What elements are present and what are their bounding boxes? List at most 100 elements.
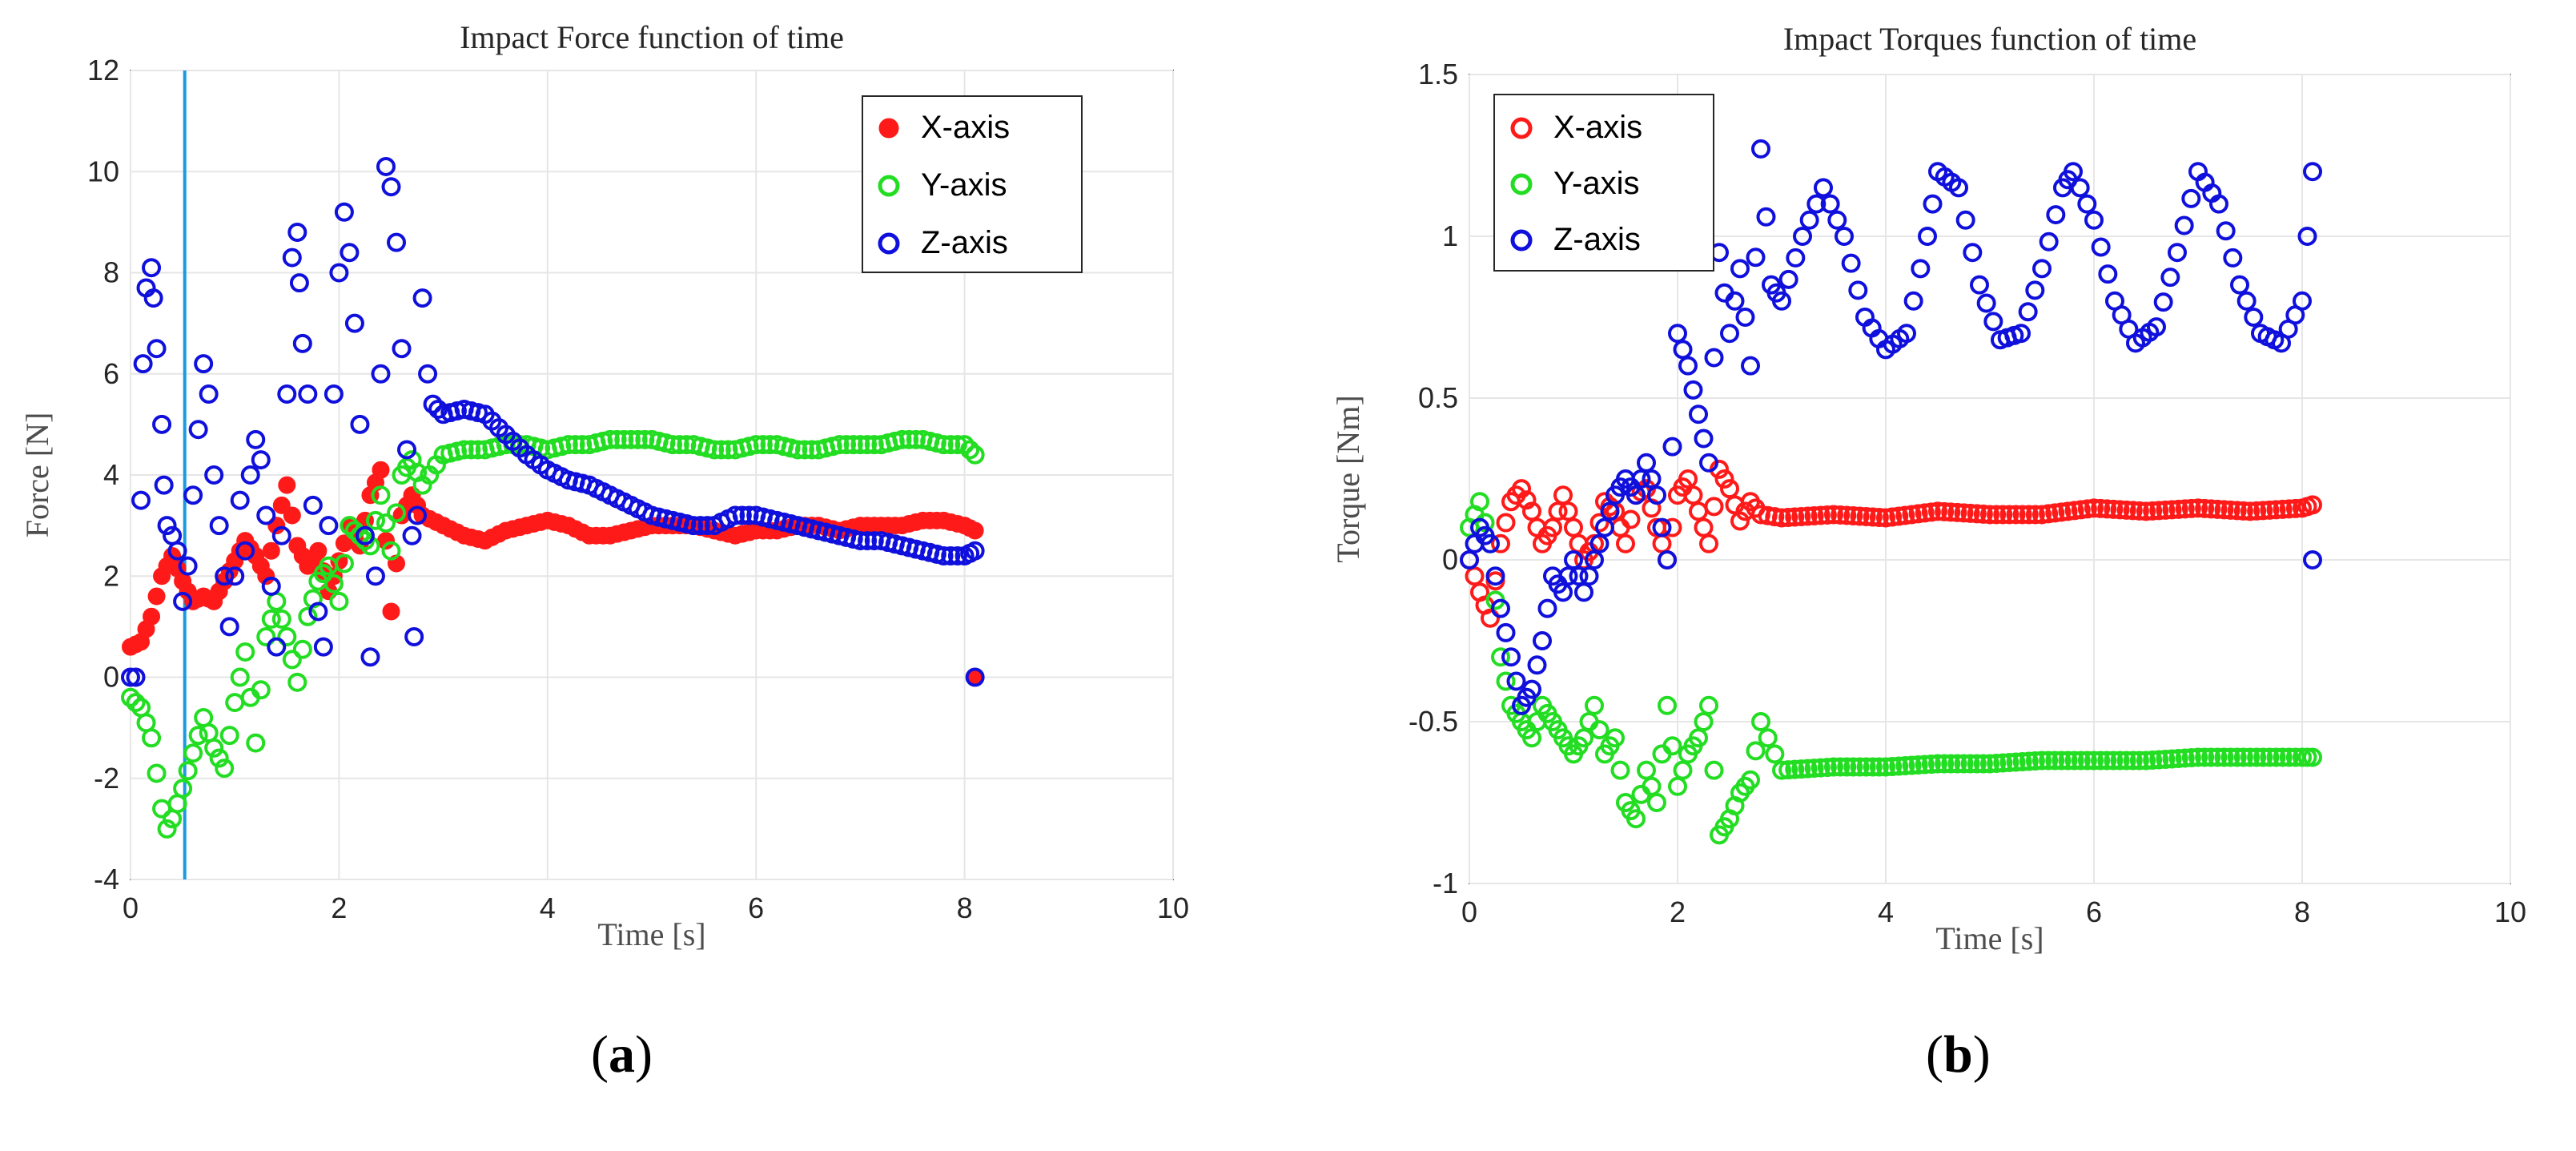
torque-point-z-axis — [2297, 227, 2317, 246]
force-x-axis-label: Time [s] — [597, 916, 705, 952]
torque-point-y-axis — [1496, 671, 1516, 691]
force-point-z-axis — [319, 516, 339, 536]
force-point-z-axis — [230, 490, 250, 510]
torque-point-z-axis — [1585, 550, 1604, 569]
force-y-tick-label: 4 — [103, 458, 119, 491]
torque-point-x-axis — [1548, 501, 1568, 521]
torque-y-tick-label: 0 — [1442, 543, 1458, 576]
force-point-y-axis — [558, 435, 578, 455]
torque-point-x-axis — [1791, 506, 1811, 526]
torque-point-z-axis — [1683, 380, 1703, 400]
torque-point-z-axis — [1569, 566, 1589, 586]
force-y-tick-label: 12 — [87, 54, 119, 87]
force-point-z-axis — [215, 566, 235, 586]
force-point-y-axis — [454, 440, 474, 460]
torque-point-x-axis — [2097, 499, 2117, 519]
torque-point-x-axis — [1954, 503, 1974, 523]
torque-point-y-axis — [1869, 757, 1889, 777]
force-point-z-axis — [739, 505, 759, 525]
force-point-z-axis — [152, 414, 172, 434]
torque-point-x-axis — [1785, 507, 1805, 527]
torque-point-y-axis — [1824, 757, 1843, 777]
force-point-z-axis — [387, 232, 407, 252]
torque-point-x-axis — [1850, 506, 1870, 526]
force-legend-x-label: X-axis — [921, 110, 1010, 145]
torque-point-x-axis — [2253, 501, 2273, 521]
force-point-y-axis — [360, 536, 380, 556]
force-x-tick-label: 8 — [957, 891, 973, 924]
force-point-y-axis — [142, 728, 162, 748]
torque-point-x-axis — [1662, 517, 1682, 537]
torque-point-z-axis — [1481, 533, 1500, 553]
torque-point-x-axis — [1856, 506, 1876, 526]
torque-point-y-axis — [1817, 758, 1837, 778]
torque-point-z-axis — [1668, 324, 1687, 344]
torque-point-x-axis — [1481, 608, 1500, 628]
torque-point-z-axis — [1678, 356, 1698, 376]
force-point-y-axis — [246, 733, 266, 753]
torque-point-x-axis — [1831, 505, 1851, 525]
force-point-y-axis — [635, 429, 655, 449]
torque-point-y-axis — [1850, 757, 1870, 777]
torque-point-z-axis — [1522, 679, 1541, 699]
torque-point-x-axis — [2025, 505, 2045, 525]
force-point-z-axis — [947, 546, 967, 565]
force-point-z-axis — [381, 177, 401, 197]
torque-point-x-axis — [2058, 501, 2078, 521]
force-point-y-axis — [126, 693, 146, 713]
force-y-tick-label: -4 — [94, 863, 119, 895]
force-point-z-axis — [965, 541, 985, 561]
torque-point-x-axis — [1491, 533, 1510, 553]
force-point-z-axis — [131, 490, 151, 510]
torque-point-y-axis — [2214, 747, 2234, 767]
torque-point-x-axis — [2006, 505, 2026, 525]
torque-point-z-axis — [1756, 207, 1776, 227]
force-point-z-axis — [365, 566, 385, 586]
force-point-z-axis — [271, 525, 291, 545]
torque-point-x-axis — [2195, 498, 2215, 518]
torque-point-x-axis — [1908, 504, 1928, 524]
torque-point-x-axis — [2116, 500, 2136, 520]
torque-point-y-axis — [2077, 751, 2097, 771]
torque-point-x-axis — [2084, 498, 2104, 518]
torque-point-y-axis — [1662, 736, 1682, 756]
force-point-y-axis — [178, 761, 198, 781]
torque-point-y-axis — [1470, 492, 1489, 512]
force-point-z-axis — [329, 263, 349, 283]
torque-point-y-axis — [1863, 757, 1883, 777]
force-point-z-axis — [412, 288, 432, 308]
force-legend-z-marker — [878, 232, 900, 255]
torque-point-y-axis — [1935, 754, 1955, 774]
force-point-z-axis — [204, 465, 224, 485]
force-legend-y-label: Y-axis — [921, 167, 1007, 203]
torque-point-y-axis — [2149, 750, 2169, 770]
torque-point-y-axis — [2032, 751, 2052, 771]
force-point-z-axis — [235, 541, 255, 561]
torque-point-z-axis — [1460, 550, 1479, 569]
force-point-y-axis — [230, 667, 250, 687]
torque-x-tick-label: 6 — [2086, 895, 2102, 928]
torque-point-x-axis — [1720, 479, 1739, 499]
force-point-y-axis — [850, 435, 870, 455]
torque-point-z-axis — [1983, 312, 2003, 332]
force-chart-panel: 0 2 4 6 8 10 -4 -2 0 2 4 6 8 10 12 Impact Force functi… — [19, 19, 1189, 1084]
torque-point-y-axis — [1605, 728, 1625, 748]
torque-point-y-axis — [2129, 751, 2149, 771]
torque-point-z-axis — [1496, 622, 1516, 642]
torque-point-x-axis — [1947, 502, 1967, 522]
torque-x-tick-label: 8 — [2294, 895, 2310, 928]
force-point-y-axis — [371, 485, 391, 505]
force-point-z-axis — [133, 354, 153, 374]
force-y-tick-label: 10 — [87, 155, 119, 187]
torque-point-y-axis — [1967, 754, 1987, 774]
torque-point-x-axis — [1960, 503, 1980, 523]
torque-point-x-axis — [1465, 566, 1485, 586]
force-point-y-axis — [843, 435, 863, 455]
torque-point-x-axis — [2123, 501, 2143, 521]
force-point-y-axis — [219, 726, 239, 746]
torque-point-z-axis — [1553, 582, 1573, 602]
torque-point-y-axis — [2240, 747, 2260, 767]
force-point-x-axis — [372, 461, 390, 479]
torque-point-x-axis — [2019, 505, 2039, 525]
torque-point-x-axis — [1810, 505, 1831, 525]
